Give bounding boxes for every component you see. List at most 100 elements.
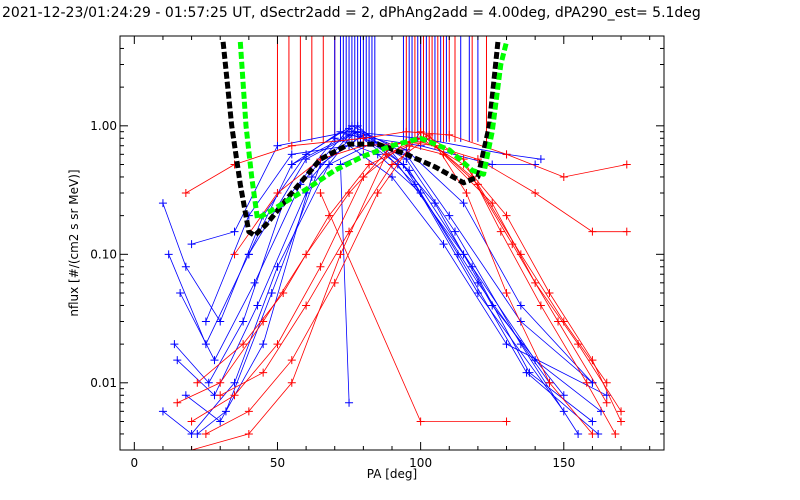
data-point-red [316, 262, 325, 271]
data-point-blue [173, 356, 182, 365]
data-point-blue [468, 262, 477, 271]
data-point-blue [253, 301, 262, 310]
data-point-red [302, 301, 311, 310]
data-point-red [330, 278, 339, 287]
data-point-blue [216, 317, 225, 326]
data-point-red [388, 160, 396, 169]
data-point-blue [230, 227, 239, 236]
data-point-red [279, 288, 288, 297]
data-point-red [425, 130, 434, 139]
data-point-blue [516, 340, 525, 349]
data-point-red [287, 356, 296, 365]
data-point-blue [405, 166, 414, 175]
data-point-red [488, 199, 497, 208]
x-tick-label: 50 [270, 456, 285, 470]
data-point-blue [430, 199, 439, 208]
data-point-blue [345, 398, 354, 407]
data-point-red [554, 317, 563, 326]
data-point-red [345, 227, 354, 236]
data-point-red [502, 288, 511, 297]
x-tick-label: 0 [130, 456, 138, 470]
data-point-red [336, 250, 345, 259]
data-point-blue [204, 378, 213, 387]
data-point-blue [267, 288, 276, 297]
data-point-blue [522, 368, 531, 377]
data-point-blue [353, 127, 362, 136]
y-tick-label: 0.01 [90, 376, 117, 390]
data-point-blue [164, 250, 173, 259]
data-point-red [239, 340, 248, 349]
data-point-blue [302, 155, 311, 164]
data-point-red [536, 301, 545, 310]
data-point-blue [574, 429, 583, 438]
data-point-blue [210, 356, 219, 365]
data-point-red [622, 160, 631, 169]
data-point-red [287, 378, 296, 387]
data-point-red [416, 417, 425, 426]
data-point-red [531, 278, 540, 287]
data-point-red [496, 227, 505, 236]
data-point-red [559, 172, 568, 181]
series-line-blue-2 [179, 128, 602, 412]
data-point-red [373, 189, 382, 198]
series-line-blue-8 [162, 141, 565, 435]
data-point-red [462, 189, 471, 198]
data-point-red [545, 378, 554, 387]
data-point-red [545, 288, 554, 297]
data-point-red [316, 189, 325, 198]
data-point-blue [450, 227, 459, 236]
data-point-red [382, 150, 391, 159]
data-point-blue [158, 199, 167, 208]
data-point-red [508, 240, 517, 249]
data-point-red [273, 189, 282, 198]
data-point-red [173, 398, 182, 407]
model-curve-green [237, 41, 509, 221]
data-point-red [193, 378, 202, 387]
data-point-blue [453, 250, 462, 259]
model-curve-black [220, 41, 501, 238]
data-point-red [259, 368, 268, 377]
data-point-blue [559, 407, 568, 416]
plot-area [158, 36, 631, 450]
data-point-blue [170, 340, 179, 349]
data-point-red [216, 378, 225, 387]
data-point-red [359, 172, 368, 181]
data-point-blue [221, 407, 230, 416]
data-point-blue [459, 199, 468, 208]
data-point-red [588, 429, 597, 438]
data-point-blue [536, 155, 545, 164]
data-point-red [230, 250, 239, 259]
data-point-red [473, 155, 482, 164]
data-point-red [531, 189, 540, 198]
data-point-blue [439, 240, 448, 249]
data-point-blue [516, 301, 525, 310]
data-point-blue [516, 317, 525, 326]
data-point-red [365, 160, 374, 169]
x-axis-label: PA [deg] [367, 467, 417, 481]
data-point-red [244, 429, 253, 438]
data-point-red [244, 407, 253, 416]
data-point-blue [181, 391, 190, 400]
data-point-blue [250, 278, 259, 287]
data-point-blue [502, 340, 511, 349]
x-tick-label: 150 [552, 456, 575, 470]
series-line-blue-1 [168, 131, 565, 396]
data-point-red [181, 189, 190, 198]
data-point-red [602, 398, 611, 407]
data-point-red [201, 429, 210, 438]
data-point-blue [410, 180, 419, 189]
y-axis-label: nflux [#/(cm2 s sr MeV)] [67, 169, 81, 316]
y-tick-label: 0.10 [90, 247, 117, 261]
data-point-blue [158, 407, 167, 416]
data-point-blue [230, 378, 239, 387]
data-point-red [287, 141, 296, 150]
axis-ticks: 0 50 100 150 0.01 0.10 1.00 [90, 35, 664, 470]
data-point-blue [181, 262, 190, 271]
data-point-blue [187, 429, 196, 438]
data-point-red [359, 134, 368, 143]
chart-title: 2021-12-23/01:24:29 - 01:57:25 UT, dSect… [2, 5, 701, 21]
data-point-red [230, 391, 239, 400]
data-point-red [216, 391, 225, 400]
data-point-red [582, 378, 591, 387]
